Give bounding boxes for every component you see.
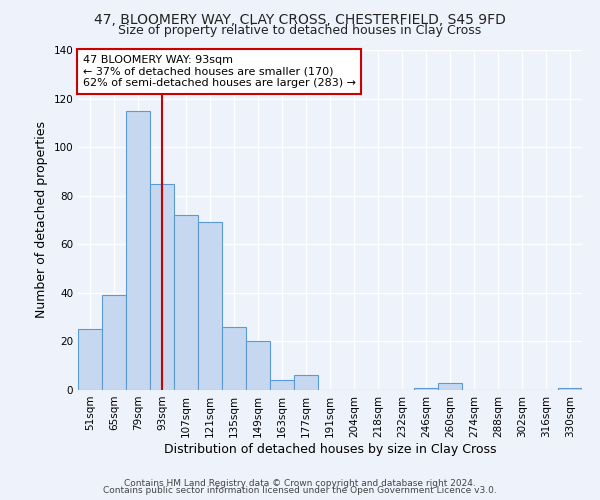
- Bar: [270, 380, 294, 390]
- Bar: [174, 215, 198, 390]
- Bar: [414, 388, 438, 390]
- Bar: [150, 184, 174, 390]
- Bar: [198, 222, 222, 390]
- Bar: [222, 327, 246, 390]
- Text: 47, BLOOMERY WAY, CLAY CROSS, CHESTERFIELD, S45 9FD: 47, BLOOMERY WAY, CLAY CROSS, CHESTERFIE…: [94, 12, 506, 26]
- X-axis label: Distribution of detached houses by size in Clay Cross: Distribution of detached houses by size …: [164, 442, 496, 456]
- Bar: [102, 296, 126, 390]
- Text: 47 BLOOMERY WAY: 93sqm
← 37% of detached houses are smaller (170)
62% of semi-de: 47 BLOOMERY WAY: 93sqm ← 37% of detached…: [83, 55, 356, 88]
- Text: Contains HM Land Registry data © Crown copyright and database right 2024.: Contains HM Land Registry data © Crown c…: [124, 478, 476, 488]
- Bar: [246, 342, 270, 390]
- Bar: [558, 388, 582, 390]
- Bar: [78, 330, 102, 390]
- Text: Contains public sector information licensed under the Open Government Licence v3: Contains public sector information licen…: [103, 486, 497, 495]
- Bar: [438, 382, 462, 390]
- Bar: [126, 110, 150, 390]
- Text: Size of property relative to detached houses in Clay Cross: Size of property relative to detached ho…: [118, 24, 482, 37]
- Bar: [294, 376, 318, 390]
- Y-axis label: Number of detached properties: Number of detached properties: [35, 122, 48, 318]
